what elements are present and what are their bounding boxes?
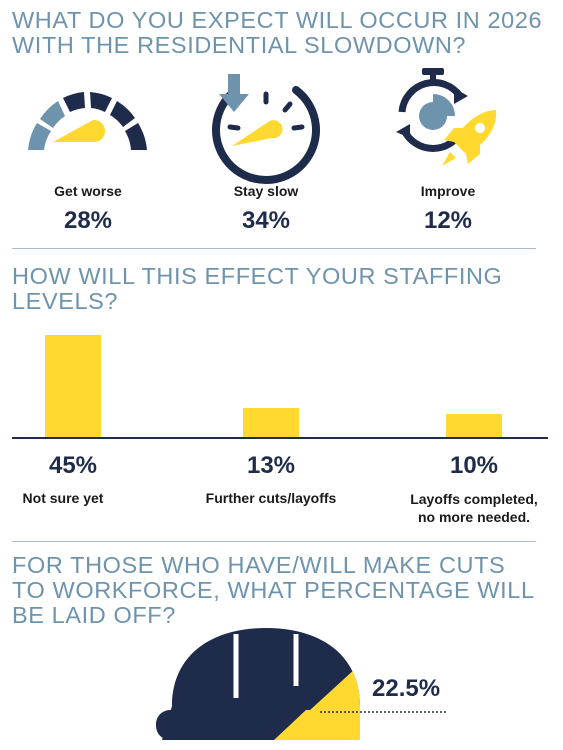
option-improve-label: Improve xyxy=(420,183,476,199)
section3-heading-line1: FOR THOSE WHO HAVE/WILL MAKE CUTS xyxy=(12,552,506,578)
hard-hat-icon xyxy=(156,628,448,740)
option-get-worse-label: Get worse xyxy=(54,183,122,199)
section2-heading: HOW WILL THIS EFFECT YOUR STAFFING LEVEL… xyxy=(12,264,502,314)
bar-layoffs-completed xyxy=(446,414,502,437)
down-arrow xyxy=(219,74,249,112)
bar-not-sure-yet xyxy=(45,335,101,437)
section3-heading-line2: TO WORKFORCE, WHAT PERCENTAGE WILL xyxy=(12,577,535,603)
bar-further-cuts-percent: 13% xyxy=(246,452,296,479)
option-get-worse-percent: 28% xyxy=(63,207,113,234)
bar-not-sure-yet-label: Not sure yet xyxy=(22,490,104,506)
rocket xyxy=(442,110,497,166)
bar-layoffs-completed-percent: 10% xyxy=(449,452,499,479)
section3-heading-line3: BE LAID OFF? xyxy=(12,602,176,628)
bar-further-cuts xyxy=(243,408,299,437)
speedometer-high-icon xyxy=(28,92,147,150)
speedometer-down-arrow-icon xyxy=(212,74,320,184)
divider xyxy=(12,248,536,249)
gauge-needle xyxy=(232,120,283,146)
gauge-segments xyxy=(28,92,147,150)
bar-layoffs-completed-label-line2: no more needed. xyxy=(417,509,531,525)
chart-baseline xyxy=(12,437,548,439)
option-stay-slow-percent: 34% xyxy=(241,207,291,234)
option-stay-slow-label: Stay slow xyxy=(233,183,299,199)
bar-layoffs-completed-label-line1: Layoffs completed, xyxy=(410,491,538,507)
layoff-percent-value: 22.5% xyxy=(372,675,441,702)
option-improve-percent: 12% xyxy=(423,207,473,234)
divider xyxy=(12,541,536,542)
section1-heading-line1: WHAT DO YOU EXPECT WILL OCCUR IN 2026 xyxy=(12,7,543,33)
bar-layoffs-completed-label: Layoffs completed, no more needed. xyxy=(398,490,550,526)
section1-heading-line2: WITH THE RESIDENTIAL SLOWDOWN? xyxy=(12,32,467,58)
bar-not-sure-yet-percent: 45% xyxy=(48,452,98,479)
section3-heading: FOR THOSE WHO HAVE/WILL MAKE CUTS TO WOR… xyxy=(12,553,535,628)
section2-heading-line2: LEVELS? xyxy=(12,288,119,314)
bar-further-cuts-label: Further cuts/layoffs xyxy=(205,490,337,506)
stopwatch-rocket-icon xyxy=(396,68,497,166)
gauge-needle xyxy=(53,119,106,142)
section1-heading: WHAT DO YOU EXPECT WILL OCCUR IN 2026 WI… xyxy=(12,8,542,58)
section2-heading-line1: HOW WILL THIS EFFECT YOUR STAFFING xyxy=(12,263,503,289)
